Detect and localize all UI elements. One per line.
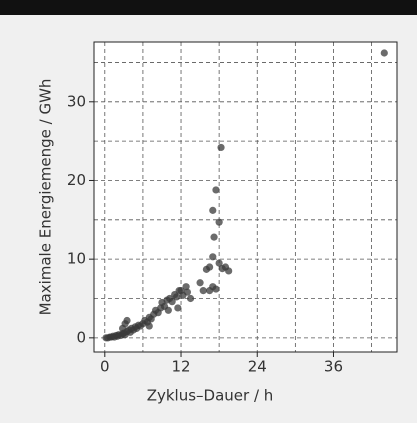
point [209, 253, 217, 261]
y-tick-label: 20 [67, 171, 86, 189]
plot-frame [93, 41, 398, 353]
x-tick-label: 36 [324, 358, 343, 376]
point [215, 218, 223, 226]
point [206, 287, 214, 295]
point [168, 298, 176, 306]
point [199, 287, 207, 295]
point [380, 49, 388, 57]
point [186, 294, 195, 303]
y-tick-label: 0 [76, 328, 86, 346]
plot-area [94, 42, 397, 352]
top-bar [0, 0, 417, 15]
point [172, 293, 181, 301]
point [196, 279, 204, 287]
point [225, 267, 233, 275]
point [217, 143, 225, 152]
point [209, 206, 217, 214]
point [215, 259, 223, 267]
point [164, 306, 172, 314]
y-tick-label: 10 [67, 250, 86, 268]
x-axis-label: Zyklus–Dauer / h [147, 387, 274, 405]
point [206, 263, 214, 271]
y-axis-label: Maximale Energiemenge / GWh [37, 79, 55, 316]
x-tick-label: 24 [248, 358, 267, 376]
y-tick-label: 30 [67, 92, 86, 110]
x-tick-label: 12 [171, 358, 190, 376]
x-tick-label: 0 [100, 358, 110, 376]
point [212, 186, 220, 194]
point [174, 304, 182, 312]
point [182, 283, 190, 291]
point [118, 324, 127, 332]
point [183, 288, 191, 296]
point [145, 322, 153, 330]
point [210, 233, 218, 241]
